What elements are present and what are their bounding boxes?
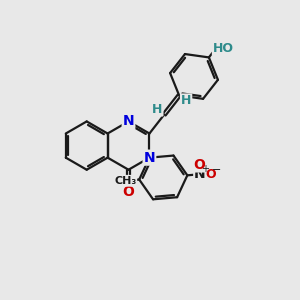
Text: N: N <box>144 151 155 165</box>
Text: CH₃: CH₃ <box>114 176 136 186</box>
Text: O: O <box>206 168 216 181</box>
Text: −: − <box>212 165 221 175</box>
Text: O: O <box>123 185 134 200</box>
Text: H: H <box>181 94 191 107</box>
Text: H: H <box>152 103 163 116</box>
Text: HO: HO <box>213 42 234 55</box>
Text: N: N <box>194 167 206 181</box>
Text: O: O <box>194 158 206 172</box>
Text: N: N <box>123 114 134 128</box>
Text: +: + <box>201 164 209 174</box>
